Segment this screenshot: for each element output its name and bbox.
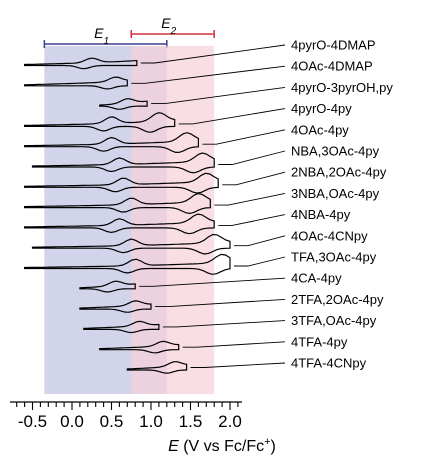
region-label-subscript-1: 1 [103, 36, 109, 47]
cv-trace-8 [24, 192, 211, 215]
x-axis-title-close: ) [271, 438, 276, 455]
leader-line-1 [140, 44, 286, 64]
cv-trace-16 [126, 361, 188, 374]
series-label-16: 4TFA-4CNpy [291, 356, 367, 371]
region-label-1: E1 [94, 25, 109, 47]
series-label-1: 4pyrO-4DMAP [291, 38, 376, 53]
label-leader-lines [131, 44, 286, 368]
cv-trace-6 [31, 152, 215, 174]
x-axis-title-unit: (V vs Fc/Fc [179, 438, 264, 455]
cv-trace-12 [79, 280, 136, 293]
leader-line-2 [131, 65, 286, 84]
cv-trace-4 [24, 112, 176, 133]
cv-trace-2 [24, 76, 128, 90]
cv-trace-15 [99, 340, 180, 354]
series-label-12: 4CA-4py [291, 271, 342, 286]
series-label-13: 2TFA,2OAc-4py [291, 292, 384, 307]
leader-line-14 [162, 320, 286, 328]
series-label-14: 3TFA,OAc-4py [291, 313, 377, 328]
series-label-7: 2NBA,2OAc-4py [291, 165, 387, 180]
series-label-2: 4OAc-4DMAP [291, 59, 373, 74]
leader-line-15 [182, 341, 286, 348]
series-label-4: 4pyrO-4py [291, 101, 352, 116]
leader-line-16 [190, 362, 286, 368]
series-label-8: 3NBA,OAc-4py [291, 186, 380, 201]
leader-line-9 [218, 214, 286, 226]
cv-traces [24, 57, 231, 374]
series-label-10: 4OAc-4CNpy [291, 228, 368, 243]
series-label-3: 4pyrO-3pyrOH,py [291, 80, 393, 95]
cv-trace-3 [99, 98, 148, 110]
cv-trace-10 [31, 233, 231, 255]
series-label-6: NBA,3OAc-4py [291, 144, 380, 159]
series-label-9: 4NBA-4py [291, 207, 351, 222]
series-label-11: TFA,3OAc-4py [291, 250, 377, 265]
x-axis-title: E (V vs Fc/Fc+) [168, 436, 276, 455]
x-tick-label: 2.0 [218, 412, 242, 431]
region-label-2: E2 [161, 15, 176, 37]
leader-line-13 [155, 298, 286, 308]
x-axis: -0.5 0.0 0.5 1.0 1.5 2.0 [10, 401, 242, 431]
leader-line-4 [178, 108, 286, 125]
region-label-subscript-2: 2 [170, 26, 177, 37]
series-label-15: 4TFA-4py [291, 334, 348, 349]
cv-trace-7 [24, 172, 219, 194]
region-label-symbol-1: E [94, 25, 104, 41]
leader-line-11 [234, 256, 286, 267]
leader-line-6 [218, 150, 286, 165]
cv-trace-13 [79, 300, 152, 313]
x-tick-label: 1.0 [139, 412, 163, 431]
x-tick-label: 0.0 [60, 412, 84, 431]
x-axis-title-superscript: + [264, 436, 270, 448]
region-label-symbol-2: E [161, 15, 171, 31]
x-tick-label: 0.5 [100, 412, 124, 431]
cv-trace-14 [83, 320, 160, 334]
cv-trace-11 [24, 253, 231, 275]
leader-line-10 [234, 235, 286, 247]
compound-labels: 4pyrO-4DMAP 4OAc-4DMAP 4pyrO-3pyrOH,py 4pyr… [291, 38, 393, 371]
cv-trace-1 [24, 57, 138, 70]
x-axis-title-symbol: E [168, 438, 179, 455]
series-label-5: 4OAc-4py [291, 122, 349, 137]
leader-line-3 [151, 86, 286, 105]
region-band-2 [131, 46, 215, 394]
x-tick-label: 1.5 [179, 412, 203, 431]
cv-trace-5 [24, 132, 199, 154]
x-tick-label: -0.5 [18, 412, 47, 431]
cv-trace-9 [24, 213, 215, 235]
leader-line-7 [222, 171, 286, 186]
leader-line-5 [202, 129, 286, 145]
leader-line-8 [214, 192, 286, 206]
leader-line-12 [139, 277, 286, 287]
